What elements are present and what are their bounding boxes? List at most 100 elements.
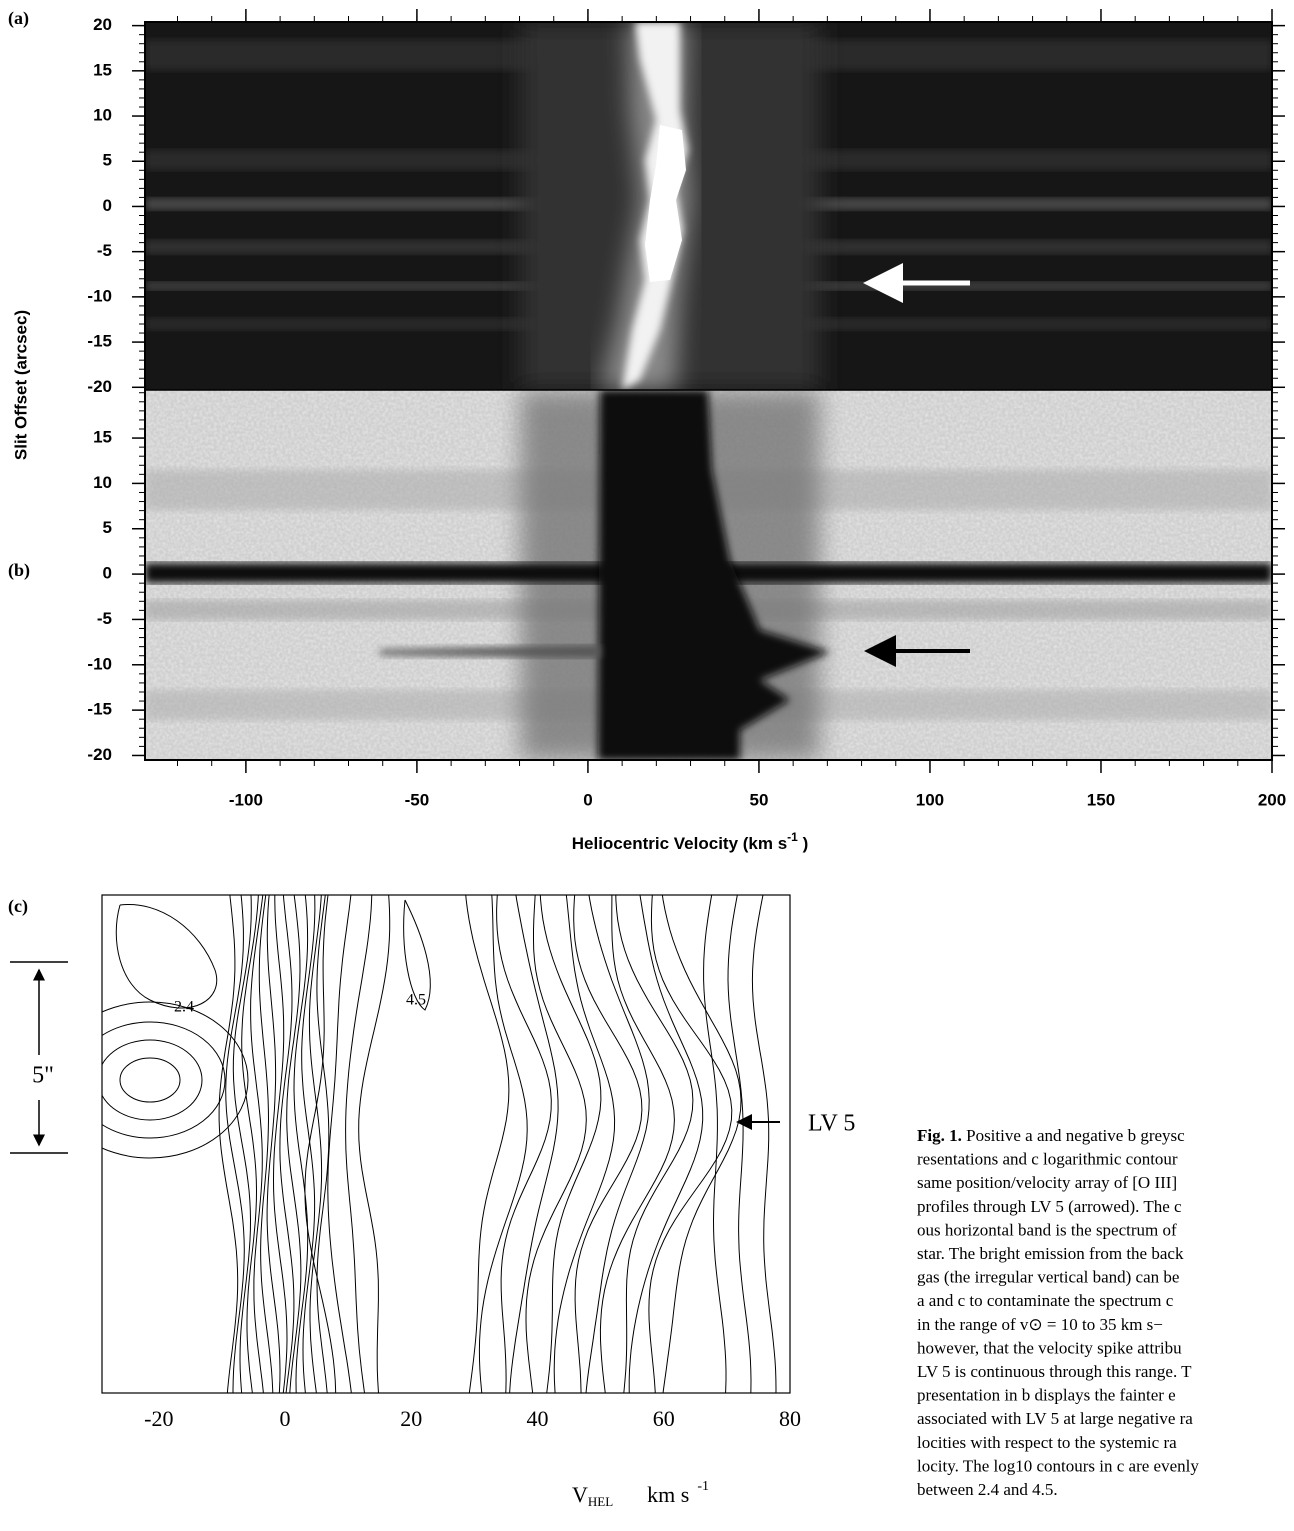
y-tick-label: 10: [93, 106, 112, 125]
contour: [648, 895, 733, 1393]
contour: [573, 895, 643, 1393]
caption-text: resentations and c logarithmic contour: [917, 1150, 1178, 1169]
caption-line: resentations and c logarithmic contour: [917, 1150, 1178, 1169]
contour: [661, 895, 742, 1393]
x-tick-label: -100: [229, 790, 263, 809]
contour: [465, 895, 510, 1393]
caption-label: Fig. 1.: [917, 1126, 962, 1145]
contour: [615, 895, 694, 1393]
x-axis-title: Heliocentric Velocity (km s-1 ): [572, 830, 808, 853]
contour: [727, 895, 752, 1393]
contour: [345, 895, 373, 1393]
contour: [403, 899, 431, 1011]
contour: [496, 895, 552, 1393]
y-tick-label: -15: [87, 700, 112, 719]
contour: [115, 903, 218, 1009]
contour: [525, 895, 587, 1393]
contour-lines: [102, 895, 777, 1393]
panel-label: (c): [8, 896, 28, 917]
x-tick-label: 80: [779, 1406, 801, 1431]
x-axis-title: VHEL km s -1: [572, 1479, 709, 1509]
y-tick-label: -5: [97, 241, 112, 260]
x-tick-label: 20: [400, 1406, 422, 1431]
y-tick-label: 20: [93, 15, 112, 34]
contour: [102, 1021, 226, 1139]
x-axis-title-sub: HEL: [588, 1494, 613, 1509]
caption-text: locity. The log10 contours in c are even…: [917, 1456, 1199, 1475]
y-tick-label: 10: [93, 473, 112, 492]
caption-text: Positive a and negative b greysc: [962, 1126, 1185, 1145]
caption-text: ous horizontal band is the spectrum of: [917, 1220, 1177, 1239]
caption-line: however, that the velocity spike attribu: [917, 1338, 1182, 1357]
caption-line: associated with LV 5 at large negative r…: [917, 1409, 1193, 1428]
y-tick-label: 5: [103, 518, 112, 537]
x-axis-title-sup: -1: [787, 830, 798, 844]
contour: [316, 895, 330, 1393]
caption-line: presentation in b displays the fainter e: [917, 1386, 1176, 1405]
x-tick-label: 0: [583, 790, 592, 809]
caption-text: profiles through LV 5 (arrowed). The c: [917, 1197, 1182, 1216]
caption-line: star. The bright emission from the back: [917, 1244, 1184, 1263]
frame-c: [101, 894, 791, 1394]
contour: [539, 895, 602, 1393]
caption-line: ous horizontal band is the spectrum of: [917, 1220, 1177, 1239]
caption-text: between 2.4 and 4.5.: [917, 1480, 1058, 1499]
scale-label: 5": [32, 1063, 54, 1089]
contour: [258, 895, 274, 1393]
contour: [102, 1001, 249, 1159]
x-tick-label: 150: [1087, 790, 1115, 809]
x-tick-label: -50: [405, 790, 430, 809]
x-tick-label: 0: [280, 1406, 291, 1431]
contour: [751, 895, 777, 1393]
y-tick-label: -10: [87, 654, 112, 673]
y-tick-label: 5: [103, 151, 112, 170]
contour: [266, 895, 281, 1393]
caption-text: a and c to contaminate the spectrum c: [917, 1291, 1174, 1310]
panel-label: (a): [8, 8, 29, 29]
panel-a-image: [145, 22, 1272, 390]
panel-b-image: [145, 390, 1272, 760]
x-tick-label: 40: [527, 1406, 549, 1431]
caption-text: associated with LV 5 at large negative r…: [917, 1409, 1193, 1428]
x-tick-label: 100: [916, 790, 944, 809]
y-tick-label: -10: [87, 286, 112, 305]
caption-text: locities with respect to the systemic ra: [917, 1433, 1177, 1452]
contour: [119, 1057, 181, 1103]
x-tick-label: 50: [749, 790, 768, 809]
contour-label: 4.5: [406, 992, 426, 1009]
contour: [553, 895, 616, 1393]
y-tick-label: -15: [87, 332, 112, 351]
caption-line: locity. The log10 contours in c are even…: [917, 1456, 1199, 1475]
contour: [304, 895, 337, 1393]
x-axis-title-suffix: ): [798, 834, 808, 853]
y-tick-label: 0: [103, 564, 112, 583]
x-axis-title-text: V: [572, 1482, 588, 1507]
y-tick-label: -20: [87, 745, 112, 764]
y-tick-label: 15: [93, 428, 112, 447]
caption-line: same position/velocity array of [O III]: [917, 1173, 1177, 1192]
contour: [286, 895, 302, 1393]
contour: [628, 895, 704, 1393]
contour: [585, 895, 650, 1393]
contour: [218, 895, 239, 1393]
caption-line: a and c to contaminate the spectrum c: [917, 1291, 1174, 1310]
caption-line: between 2.4 and 4.5.: [917, 1480, 1058, 1499]
arrow-label: LV 5: [808, 1111, 855, 1137]
y-tick-label: -5: [97, 609, 112, 628]
caption-line: locities with respect to the systemic ra: [917, 1433, 1177, 1452]
contour: [509, 895, 559, 1393]
y-tick-label: 0: [103, 196, 112, 215]
panel-label: (b): [8, 560, 30, 581]
caption-line: in the range of v⊙ = 10 to 35 km s−: [917, 1315, 1163, 1334]
contour: [703, 895, 727, 1393]
caption-text: same position/velocity array of [O III]: [917, 1173, 1177, 1192]
caption-text: presentation in b displays the fainter e: [917, 1386, 1176, 1405]
contour: [358, 895, 391, 1393]
x-axis-title-unit: km s: [647, 1482, 689, 1507]
contour: [272, 895, 288, 1393]
contour: [308, 895, 323, 1393]
contour: [599, 895, 675, 1393]
contour-label: 2.4: [174, 999, 194, 1016]
caption-line: LV 5 is continuous through this range. T: [917, 1362, 1192, 1381]
